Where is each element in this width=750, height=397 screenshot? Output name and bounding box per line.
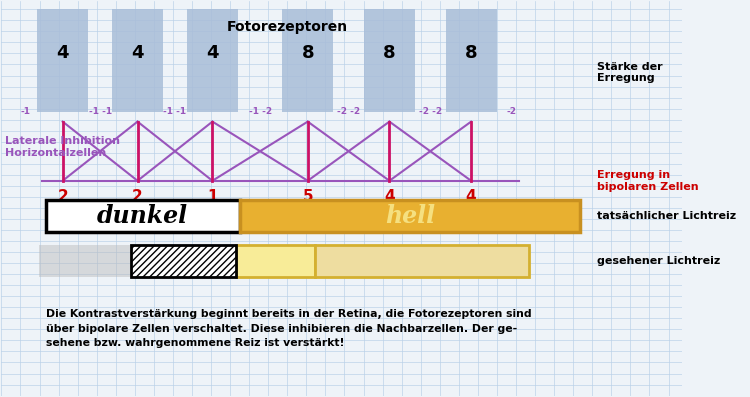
Text: 4: 4 [206, 44, 219, 62]
Bar [314, 245, 529, 278]
Text: Fotorezeptoren: Fotorezeptoren [226, 20, 348, 34]
Text: 2: 2 [57, 189, 68, 204]
Text: 4: 4 [384, 189, 394, 204]
Text: 8: 8 [465, 44, 478, 62]
Text: 2: 2 [132, 189, 143, 204]
Bar [282, 9, 333, 112]
Bar [38, 9, 88, 112]
Text: gesehener Lichtreiz: gesehener Lichtreiz [597, 256, 720, 266]
Bar [446, 9, 497, 112]
Text: Laterale Inhibition
Horizontalzellen: Laterale Inhibition Horizontalzellen [4, 137, 120, 158]
Text: tatsächlicher Lichtreiz: tatsächlicher Lichtreiz [597, 211, 736, 221]
Bar [39, 245, 529, 278]
Bar [112, 9, 163, 112]
Text: -2 -2: -2 -2 [337, 107, 360, 116]
Text: -2: -2 [507, 107, 517, 116]
Text: Erregung in
bipolaren Zellen: Erregung in bipolaren Zellen [597, 170, 699, 192]
Text: 4: 4 [56, 44, 69, 62]
Text: 4: 4 [131, 44, 144, 62]
Bar [236, 245, 314, 278]
Text: dunkel: dunkel [97, 204, 188, 228]
Text: 4: 4 [466, 189, 476, 204]
Text: 1: 1 [207, 189, 218, 204]
Text: -2 -2: -2 -2 [419, 107, 442, 116]
Text: 8: 8 [383, 44, 396, 62]
Text: 8: 8 [302, 44, 314, 62]
Text: -1 -2: -1 -2 [248, 107, 272, 116]
Text: hell: hell [385, 204, 435, 228]
Bar [187, 9, 238, 112]
Text: 5: 5 [302, 189, 313, 204]
Bar [364, 9, 415, 112]
Text: Die Kontrastverstärkung beginnt bereits in der Retina, die Fotorezeptoren sind
ü: Die Kontrastverstärkung beginnt bereits … [46, 309, 531, 349]
Bar [130, 245, 236, 278]
Text: -1 -1: -1 -1 [88, 107, 112, 116]
Bar [46, 200, 240, 232]
Text: Stärke der
Erregung: Stärke der Erregung [597, 62, 663, 83]
Text: -1: -1 [20, 107, 30, 116]
Text: -1 -1: -1 -1 [164, 107, 187, 116]
Bar [240, 200, 580, 232]
